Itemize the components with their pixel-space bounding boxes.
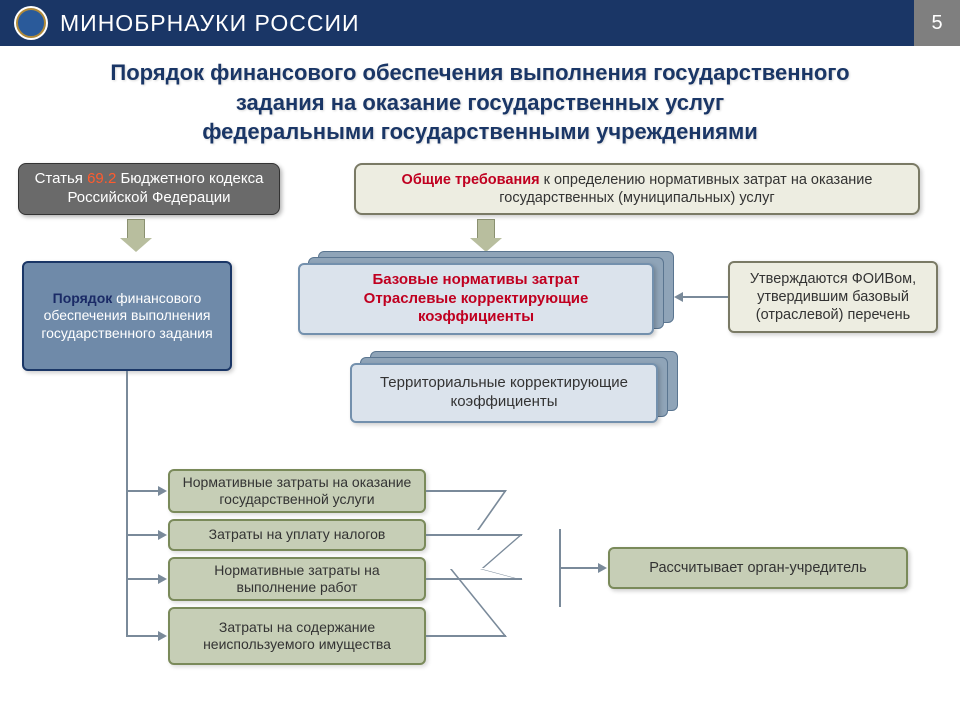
calc-text: Рассчитывает орган-учредитель — [649, 559, 866, 577]
node-cost-works: Нормативные затраты на выполнение работ — [168, 557, 426, 601]
foiv-text: Утверждаются ФОИВом, утвердившим базовый… — [740, 270, 926, 324]
poryadok-highlight: Порядок — [53, 290, 117, 306]
connector — [482, 534, 523, 568]
emblem-inner-icon — [16, 8, 46, 38]
connector — [126, 635, 160, 637]
connector — [426, 490, 506, 492]
arrow-down-icon — [470, 219, 502, 252]
node-article: Статья 69.2 Бюджетного кодекса Российско… — [18, 163, 280, 215]
node-base-normative: Базовые нормативы затрат Отраслевые корр… — [298, 263, 654, 335]
arrow-right-icon — [158, 574, 167, 584]
arrow-left-icon — [674, 292, 683, 302]
connector — [426, 635, 506, 637]
node-requirements: Общие требования к определению нормативн… — [354, 163, 920, 215]
cost1-text: Нормативные затраты на оказание государс… — [180, 474, 414, 509]
diagram-canvas: Статья 69.2 Бюджетного кодекса Российско… — [0, 157, 960, 717]
arrow-right-icon — [158, 530, 167, 540]
cost4-text: Затраты на содержание неиспользуемого им… — [180, 619, 414, 654]
node-territorial: Территориальные корректирующие коэффицие… — [350, 363, 658, 423]
connector — [559, 529, 561, 607]
page-number: 5 — [914, 0, 960, 46]
connector — [560, 567, 600, 569]
node-poryadok: Порядок финансового обеспечения выполнен… — [22, 261, 232, 371]
connector — [682, 296, 728, 298]
connector — [126, 371, 128, 637]
node-calculates: Рассчитывает орган-учредитель — [608, 547, 908, 589]
slide-title-line1: Порядок финансового обеспечения выполнен… — [110, 60, 849, 85]
cost2-text: Затраты на уплату налогов — [209, 526, 386, 544]
ministry-emblem-icon — [14, 6, 48, 40]
header-bar: МИНОБРНАУКИ РОССИИ 5 — [0, 0, 960, 46]
article-prefix: Статья — [35, 170, 88, 187]
article-number: 69.2 — [87, 170, 116, 187]
arrow-right-icon — [598, 563, 607, 573]
node-cost-services: Нормативные затраты на оказание государс… — [168, 469, 426, 513]
requirements-rest: к определению нормативных затрат на оказ… — [499, 172, 872, 206]
connector — [126, 490, 160, 492]
connector — [126, 534, 160, 536]
base-line1: Базовые нормативы затрат — [372, 271, 579, 290]
arrow-right-icon — [158, 631, 167, 641]
node-cost-taxes: Затраты на уплату налогов — [168, 519, 426, 551]
connector — [477, 490, 507, 530]
arrow-down-icon — [120, 219, 152, 252]
slide-title: Порядок финансового обеспечения выполнен… — [0, 46, 960, 157]
node-cost-property: Затраты на содержание неиспользуемого им… — [168, 607, 426, 665]
arrow-right-icon — [158, 486, 167, 496]
slide-title-line3: федеральными государственными учреждения… — [202, 119, 758, 144]
connector — [426, 578, 522, 580]
connector — [426, 534, 522, 536]
node-foiv: Утверждаются ФОИВом, утвердившим базовый… — [728, 261, 938, 333]
slide-title-line2: задания на оказание государственных услу… — [236, 90, 724, 115]
connector — [126, 578, 160, 580]
terr-text: Территориальные корректирующие коэффицие… — [362, 374, 646, 412]
requirements-highlight: Общие требования — [402, 172, 540, 188]
header-org-name: МИНОБРНАУКИ РОССИИ — [60, 10, 360, 37]
base-line2: Отраслевые корректирующие коэффициенты — [310, 290, 642, 328]
cost3-text: Нормативные затраты на выполнение работ — [180, 562, 414, 597]
